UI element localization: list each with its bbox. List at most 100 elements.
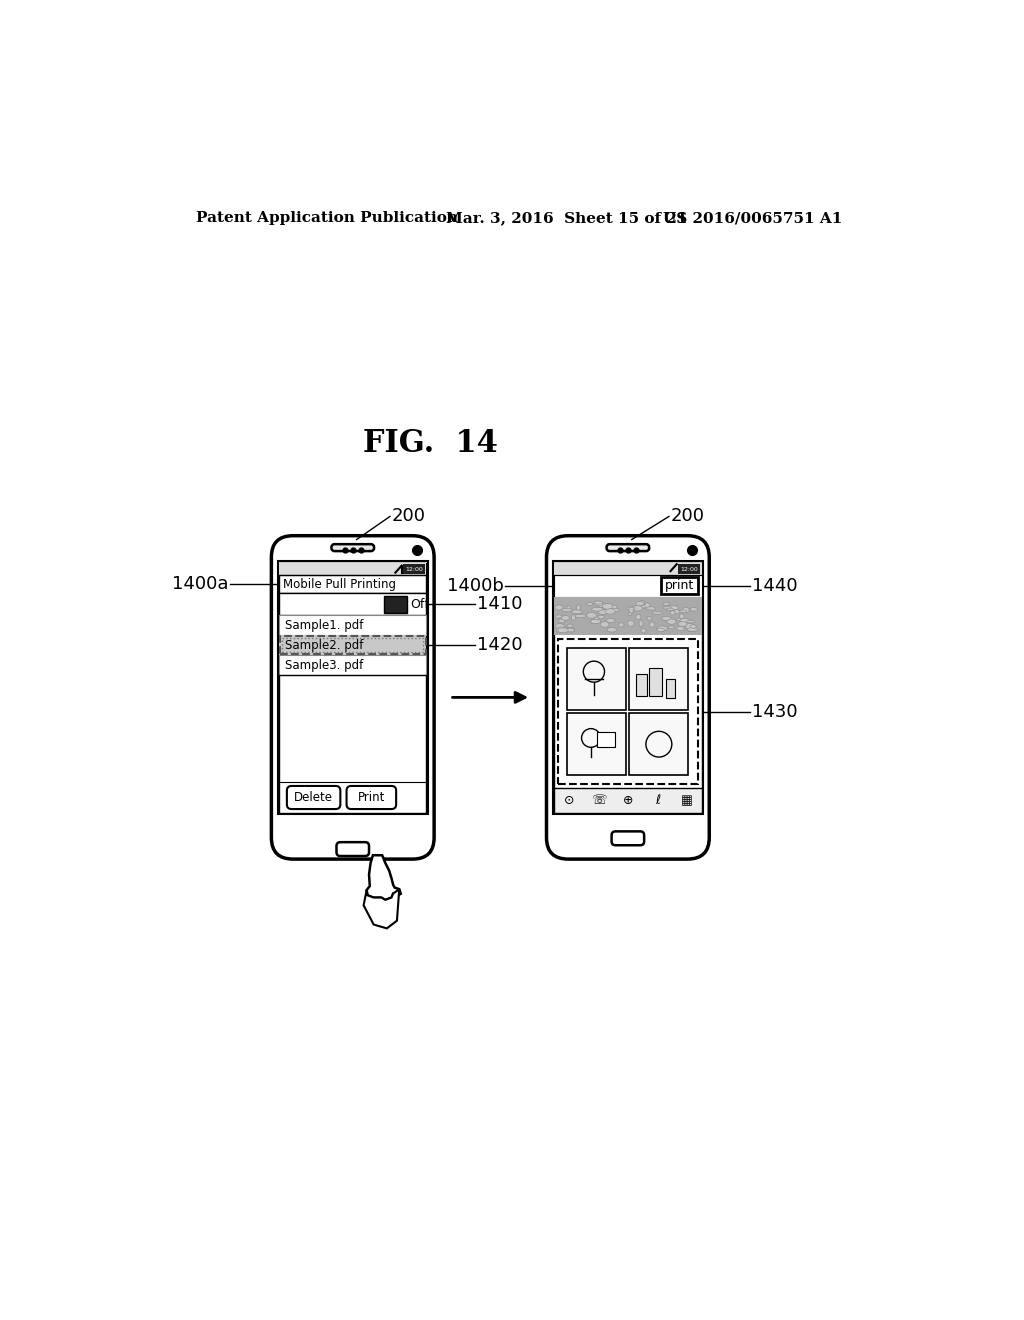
Text: ▦: ▦ — [681, 795, 692, 807]
Ellipse shape — [618, 623, 624, 627]
Text: Print: Print — [357, 791, 385, 804]
Text: 1420: 1420 — [477, 636, 522, 653]
Ellipse shape — [678, 622, 687, 627]
Ellipse shape — [558, 628, 568, 632]
Ellipse shape — [668, 626, 675, 628]
FancyBboxPatch shape — [337, 842, 369, 857]
Ellipse shape — [687, 626, 695, 632]
Bar — [678, 564, 700, 574]
FancyBboxPatch shape — [346, 785, 396, 809]
Ellipse shape — [672, 606, 677, 610]
Ellipse shape — [662, 616, 672, 620]
Ellipse shape — [690, 624, 696, 628]
Ellipse shape — [680, 618, 690, 623]
FancyBboxPatch shape — [611, 832, 644, 845]
Ellipse shape — [566, 606, 571, 610]
Ellipse shape — [647, 616, 651, 620]
Bar — [280, 576, 426, 594]
Text: FIG.  14: FIG. 14 — [362, 428, 498, 459]
Text: 1440: 1440 — [752, 577, 798, 595]
Ellipse shape — [609, 609, 620, 611]
Ellipse shape — [687, 627, 698, 631]
Ellipse shape — [671, 611, 675, 615]
Ellipse shape — [560, 618, 569, 619]
Bar — [636, 675, 646, 696]
FancyBboxPatch shape — [547, 536, 710, 859]
Ellipse shape — [656, 626, 668, 631]
Ellipse shape — [571, 610, 583, 614]
Ellipse shape — [628, 620, 634, 627]
Ellipse shape — [605, 609, 615, 614]
Text: Delete: Delete — [294, 791, 333, 804]
Ellipse shape — [612, 606, 617, 609]
Ellipse shape — [556, 627, 563, 632]
Ellipse shape — [574, 614, 586, 618]
Text: Sample1. pdf: Sample1. pdf — [285, 619, 362, 631]
Ellipse shape — [638, 602, 646, 605]
Text: 200: 200 — [391, 507, 426, 525]
Ellipse shape — [645, 603, 650, 609]
Bar — [403, 564, 425, 574]
Bar — [280, 562, 426, 576]
Text: 12:00: 12:00 — [406, 566, 423, 572]
Text: US 2016/0065751 A1: US 2016/0065751 A1 — [663, 211, 842, 226]
Bar — [630, 713, 688, 775]
Bar — [280, 594, 426, 615]
Ellipse shape — [559, 619, 565, 623]
Ellipse shape — [680, 610, 686, 612]
Text: 12:00: 12:00 — [680, 566, 698, 572]
Text: 1400a: 1400a — [172, 576, 228, 593]
Bar — [597, 731, 614, 747]
Ellipse shape — [602, 603, 613, 610]
Ellipse shape — [597, 615, 604, 619]
Ellipse shape — [571, 615, 575, 620]
Ellipse shape — [667, 619, 676, 624]
Ellipse shape — [587, 612, 597, 618]
FancyBboxPatch shape — [287, 785, 340, 809]
Ellipse shape — [577, 605, 581, 610]
Ellipse shape — [667, 609, 674, 611]
Ellipse shape — [690, 607, 697, 611]
Ellipse shape — [641, 628, 646, 632]
Ellipse shape — [663, 606, 672, 609]
Ellipse shape — [676, 618, 682, 620]
Bar — [280, 636, 426, 655]
Ellipse shape — [627, 607, 635, 610]
Ellipse shape — [597, 603, 606, 607]
Bar — [554, 576, 701, 597]
Text: ☏: ☏ — [591, 795, 606, 807]
Text: 1410: 1410 — [477, 595, 522, 614]
Ellipse shape — [640, 601, 644, 606]
Bar — [567, 648, 627, 710]
Ellipse shape — [561, 609, 572, 611]
Ellipse shape — [598, 610, 607, 614]
Ellipse shape — [677, 627, 684, 631]
Ellipse shape — [663, 602, 670, 606]
Ellipse shape — [591, 619, 597, 623]
Ellipse shape — [628, 612, 632, 615]
Ellipse shape — [561, 615, 569, 620]
Ellipse shape — [594, 616, 599, 622]
Ellipse shape — [656, 628, 665, 632]
Text: print: print — [666, 579, 694, 593]
Ellipse shape — [629, 607, 634, 612]
Ellipse shape — [681, 618, 688, 622]
Ellipse shape — [555, 605, 563, 610]
Ellipse shape — [594, 601, 603, 605]
Ellipse shape — [639, 620, 643, 627]
Text: Mar. 3, 2016  Sheet 15 of 21: Mar. 3, 2016 Sheet 15 of 21 — [445, 211, 687, 226]
Polygon shape — [367, 855, 400, 900]
Bar — [283, 638, 423, 652]
Bar — [554, 562, 701, 576]
Ellipse shape — [668, 606, 679, 610]
Ellipse shape — [594, 602, 603, 606]
Ellipse shape — [646, 607, 655, 610]
Ellipse shape — [592, 607, 603, 611]
Bar — [554, 788, 701, 813]
Text: ⊙: ⊙ — [564, 795, 574, 807]
Text: 1430: 1430 — [752, 702, 798, 721]
Bar — [554, 562, 701, 813]
Text: Off: Off — [410, 598, 429, 611]
Bar — [280, 562, 426, 813]
Ellipse shape — [606, 618, 614, 623]
